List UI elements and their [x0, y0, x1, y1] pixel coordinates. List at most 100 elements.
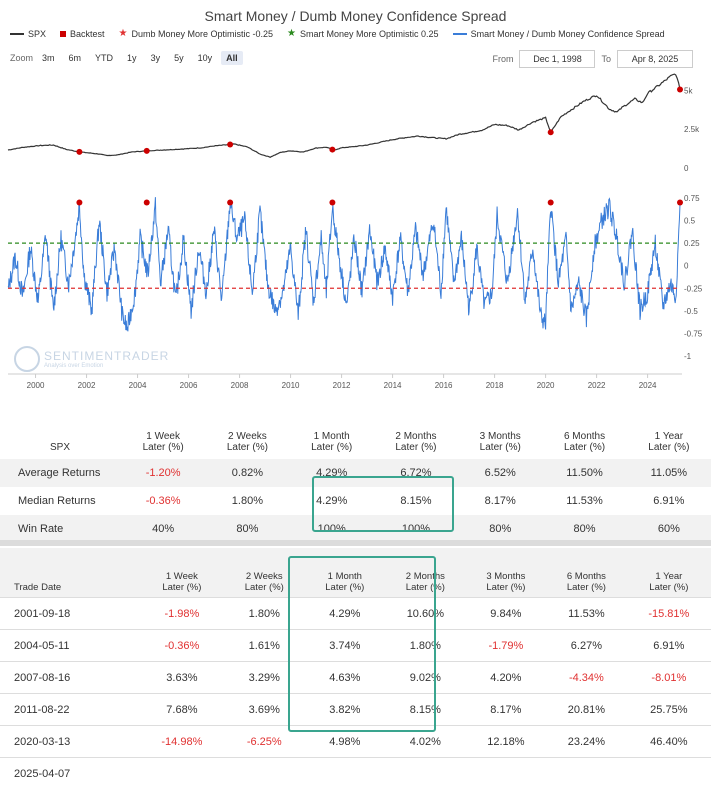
table-cell: 8.17% — [458, 487, 542, 515]
table-cell: 8.17% — [466, 694, 547, 726]
table-cell: 6.72% — [374, 459, 458, 487]
table-cell: 4.29% — [290, 459, 374, 487]
table-cell: 10.60% — [385, 598, 466, 630]
trades-header: 1 Month Later (%) — [305, 548, 386, 598]
backtest-marker-spx — [677, 86, 683, 92]
table-cell: -0.36% — [140, 630, 224, 662]
table-cell: 1.80% — [385, 630, 466, 662]
trades-header: 6 Months Later (%) — [546, 548, 627, 598]
spread-line — [8, 197, 680, 331]
section-divider — [0, 540, 711, 546]
summary-header: 3 Months Later (%) — [458, 416, 542, 459]
table-cell: 3.82% — [305, 694, 386, 726]
table-cell: 4.02% — [385, 726, 466, 758]
table-cell: 11.53% — [542, 487, 626, 515]
summary-row: Median Returns-0.36%1.80%4.29%8.15%8.17%… — [0, 487, 711, 515]
trade-row-label: 2004-05-11 — [0, 630, 140, 662]
table-cell: 80% — [458, 515, 542, 543]
table-cell: 4.98% — [305, 726, 386, 758]
x-tick-label: 2020 — [537, 381, 555, 390]
watermark-name: SENTIMENTRADER — [44, 349, 169, 363]
table-cell: 11.05% — [627, 459, 711, 487]
table-cell: 23.24% — [546, 726, 627, 758]
table-cell: 40% — [121, 515, 205, 543]
lower-y-tick-label: 0.75 — [684, 194, 700, 203]
table-cell: 0.82% — [205, 459, 289, 487]
lower-y-tick-label: 0.25 — [684, 239, 700, 248]
table-cell: 1.80% — [224, 598, 305, 630]
backtest-marker-spread — [677, 200, 683, 206]
backtest-marker-spread — [227, 200, 233, 206]
lower-y-tick-label: 0.5 — [684, 217, 696, 226]
trade-row: 2001-09-18-1.98%1.80%4.29%10.60%9.84%11.… — [0, 598, 711, 630]
table-cell: 60% — [627, 515, 711, 543]
trade-row: 2004-05-11-0.36%1.61%3.74%1.80%-1.79%6.2… — [0, 630, 711, 662]
lower-y-tick-label: 0 — [684, 262, 689, 271]
table-cell: -1.20% — [121, 459, 205, 487]
table-cell: -8.01% — [627, 662, 711, 694]
x-tick-label: 2014 — [384, 381, 402, 390]
spx-line — [8, 74, 680, 157]
backtest-marker-spread — [144, 200, 150, 206]
table-cell: -6.25% — [224, 726, 305, 758]
summary-header: 1 Month Later (%) — [290, 416, 374, 459]
table-cell — [305, 758, 386, 789]
table-cell: 6.27% — [546, 630, 627, 662]
upper-y-tick-label: 0 — [684, 164, 689, 173]
summary-header-row: SPX 1 Week Later (%) 2 Weeks Later (%) 1… — [0, 416, 711, 459]
x-tick-label: 2016 — [435, 381, 453, 390]
table-cell: 20.81% — [546, 694, 627, 726]
trade-row: 2025-04-07 — [0, 758, 711, 789]
lower-y-tick-label: -0.5 — [684, 307, 698, 316]
summary-header: 2 Weeks Later (%) — [205, 416, 289, 459]
table-cell — [140, 758, 224, 789]
upper-y-tick-label: 2.5k — [684, 125, 700, 134]
table-cell: 6.91% — [627, 630, 711, 662]
table-cell: 11.53% — [546, 598, 627, 630]
summary-row-label: Median Returns — [0, 487, 121, 515]
table-cell: 100% — [290, 515, 374, 543]
table-cell: -1.98% — [140, 598, 224, 630]
table-cell — [224, 758, 305, 789]
trades-header: 1 Week Later (%) — [140, 548, 224, 598]
upper-y-tick-label: 5k — [684, 86, 693, 95]
x-tick-label: 2008 — [231, 381, 249, 390]
table-cell: 25.75% — [627, 694, 711, 726]
x-tick-label: 2022 — [588, 381, 606, 390]
table-cell: 46.40% — [627, 726, 711, 758]
table-cell: 4.29% — [290, 487, 374, 515]
summary-header: 2 Months Later (%) — [374, 416, 458, 459]
summary-row: Average Returns-1.20%0.82%4.29%6.72%6.52… — [0, 459, 711, 487]
table-cell — [546, 758, 627, 789]
x-tick-label: 2010 — [282, 381, 300, 390]
backtest-marker-spx — [76, 149, 82, 155]
table-cell: 9.84% — [466, 598, 547, 630]
x-tick-label: 2012 — [333, 381, 351, 390]
x-tick-label: 2024 — [639, 381, 657, 390]
summary-header: 6 Months Later (%) — [542, 416, 626, 459]
backtest-marker-spread — [548, 200, 554, 206]
trade-row-label: 2025-04-07 — [0, 758, 140, 789]
watermark: SENTIMENTRADER Analysis over Emotion — [14, 346, 169, 372]
table-cell: 8.15% — [374, 487, 458, 515]
table-cell: 3.69% — [224, 694, 305, 726]
table-cell: 12.18% — [466, 726, 547, 758]
trades-table: Trade Date 1 Week Later (%) 2 Weeks Late… — [0, 548, 711, 789]
table-cell: 8.15% — [385, 694, 466, 726]
table-cell: 4.29% — [305, 598, 386, 630]
x-tick-label: 2002 — [78, 381, 96, 390]
trade-row-label: 2020-03-13 — [0, 726, 140, 758]
summary-header: 1 Year Later (%) — [627, 416, 711, 459]
table-cell: 100% — [374, 515, 458, 543]
x-tick-label: 2006 — [180, 381, 198, 390]
backtest-marker-spx — [144, 148, 150, 154]
x-tick-label: 2000 — [27, 381, 45, 390]
x-tick-label: 2004 — [129, 381, 147, 390]
backtest-marker-spread — [76, 200, 82, 206]
table-cell — [385, 758, 466, 789]
x-tick-label: 2018 — [486, 381, 504, 390]
